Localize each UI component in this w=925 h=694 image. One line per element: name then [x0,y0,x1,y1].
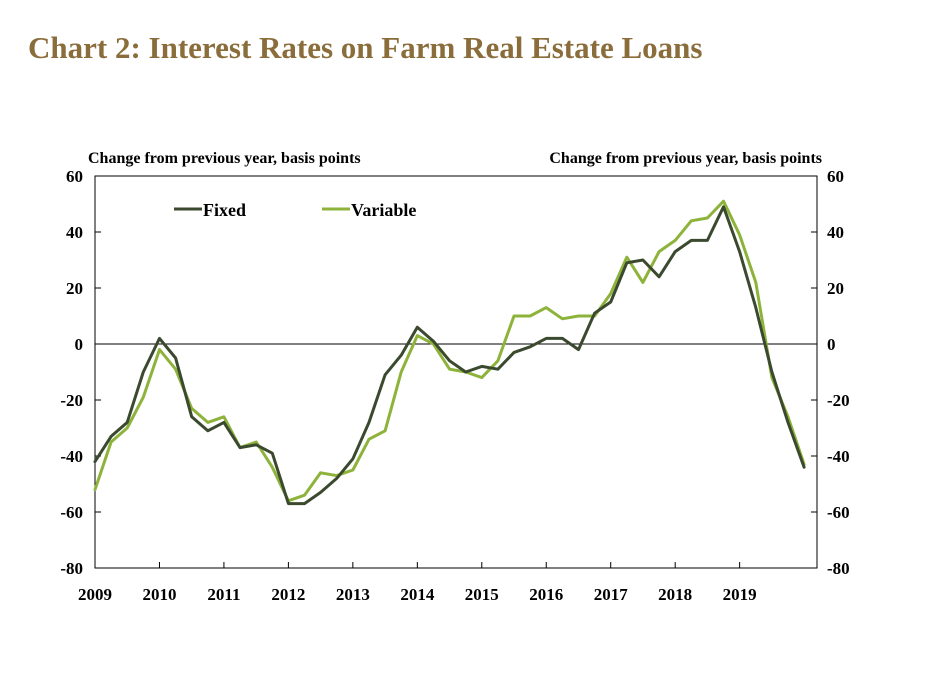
x-tick-label: 2013 [336,585,370,604]
x-ticks: 2009 2010 2011 2012 2013 2014 2015 2016 2017 2018… [78,562,757,604]
right-y-tick-label: 0 [827,335,836,354]
page-title: Chart 2: Interest Rates on Farm Real Est… [28,30,703,65]
x-tick-label: 2015 [465,585,499,604]
left-y-axis-label: Change from previous year, basis points [88,150,361,167]
x-tick-label: 2018 [658,585,692,604]
x-tick-label: 2009 [78,585,112,604]
x-tick-label: 2012 [271,585,305,604]
right-y-axis-label: Change from previous year, basis points [549,150,822,167]
right-y-tick-label: -20 [827,391,850,410]
right-y-tick-label: -80 [827,559,850,578]
plot-area-frame [94,175,818,569]
left-y-tick-label: 0 [75,335,84,354]
right-y-tick-label: 60 [827,167,844,186]
legend: Fixed Variable [174,200,416,220]
x-tick-label: 2016 [529,585,563,604]
left-y-tick-label: 60 [66,167,83,186]
legend-label-variable: Variable [351,200,416,220]
left-y-tick-label: 20 [66,279,83,298]
left-y-tick-label: -40 [60,447,83,466]
left-y-tick-label: -20 [60,391,83,410]
right-y-ticks: 60 40 20 0 -20 -40 -60 -80 [811,167,850,578]
series-lines [93,199,806,506]
right-y-tick-label: -60 [827,503,850,522]
right-y-tick-label: 20 [827,279,844,298]
left-y-tick-label: 40 [66,223,83,242]
legend-label-fixed: Fixed [203,200,246,220]
x-tick-label: 2011 [207,585,240,604]
series-line-fixed [93,205,806,506]
x-tick-label: 2014 [400,585,435,604]
series-line-variable [93,199,806,503]
right-y-tick-label: 40 [827,223,844,242]
left-y-ticks: 60 40 20 0 -20 -40 -60 -80 [60,167,101,578]
x-tick-label: 2019 [723,585,757,604]
x-tick-label: 2010 [142,585,176,604]
x-tick-label: 2017 [594,585,629,604]
left-y-tick-label: -80 [60,559,83,578]
right-y-tick-label: -40 [827,447,850,466]
left-y-tick-label: -60 [60,503,83,522]
